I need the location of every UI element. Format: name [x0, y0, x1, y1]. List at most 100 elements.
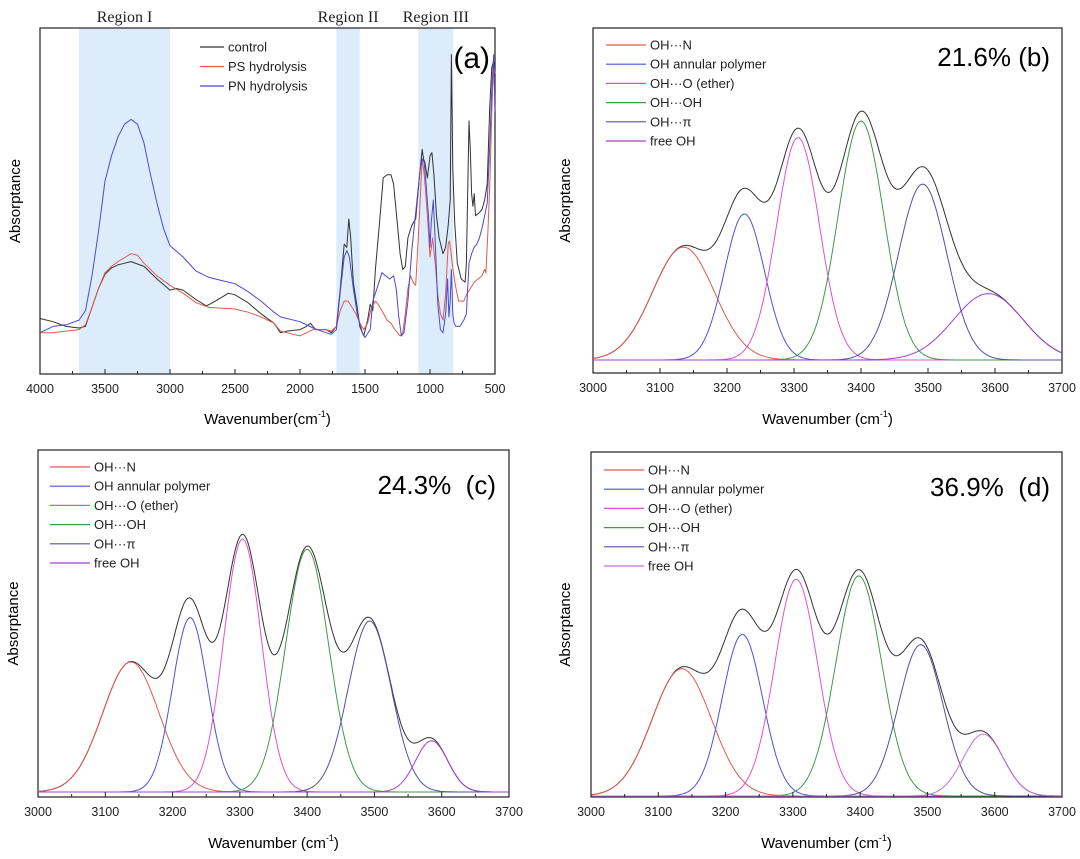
x-axis-label: Wavenumber(cm-1) [204, 409, 331, 428]
legend-item-oh-oh: OH···OH [604, 520, 700, 535]
x-axis-label: Wavenumber (cm-1) [208, 833, 339, 852]
x-tick-label: 3300 [780, 381, 808, 395]
panel-a: Region I Region II Region III 4000 3500 3000… [7, 9, 506, 428]
x-axis-ticks: 3000 3100 3200 3300 3400 3500 3600 3700 [579, 368, 1076, 395]
x-axis-label: Wavenumber (cm-1) [762, 409, 893, 428]
x-axis-ticks: 4000 3500 3000 2500 2000 1500 1000 500 [26, 369, 505, 396]
legend-label: free OH [94, 556, 140, 571]
legend-item-oh: OH···π [604, 539, 689, 554]
legend-label: OH···N [650, 38, 692, 53]
legend-item-oh-n: OH···N [604, 463, 690, 478]
component-line-free-oh [593, 293, 1063, 361]
region-labels: Region I Region II Region III [97, 9, 469, 26]
series-lines [39, 54, 496, 338]
y-axis-label: Absorptance [557, 158, 574, 242]
x-axis-label-text: Wavenumber(cm [204, 411, 318, 428]
x-axis-label-sup: -1 [318, 409, 326, 419]
region-band-region-ii [336, 28, 360, 374]
legend-label: OH···O (ether) [648, 501, 733, 516]
x-axis-label: Wavenumber (cm-1) [761, 833, 892, 852]
component-line-oh-o-ether [591, 578, 1062, 797]
legend-label: OH···OH [650, 95, 702, 110]
x-tick-label: 3600 [428, 805, 456, 819]
legend-item-free-oh: free OH [604, 559, 694, 574]
component-lines [590, 568, 1062, 797]
legend-label: PN hydrolysis [228, 79, 308, 94]
legend-label: OH···π [648, 539, 689, 554]
legend-label: control [228, 40, 267, 55]
legend-label: OH···OH [94, 517, 146, 532]
panel-c: 3000 3100 3200 3300 3400 3500 3600 3700 OH···NO… [5, 449, 523, 852]
legend-label: OH···N [94, 460, 136, 475]
legend-item-oh-o-ether: OH···O (ether) [606, 76, 735, 91]
x-tick-label: 3000 [579, 381, 607, 395]
legend-item-free-oh: free OH [50, 556, 140, 571]
legend-label: OH···O (ether) [650, 76, 735, 91]
x-tick-label: 3600 [981, 381, 1009, 395]
component-line-free-oh [591, 733, 1062, 797]
x-tick-label: 3100 [644, 805, 672, 819]
x-tick-label: 3300 [779, 805, 807, 819]
x-tick-label: 3200 [713, 381, 741, 395]
legend: OH···N OH annular polymer OH···O (ether) OH… [604, 463, 765, 574]
panel-label: 24.3% (c) [378, 470, 497, 500]
x-axis-label-sup: -1 [880, 409, 888, 419]
x-tick-label: 2500 [221, 382, 249, 396]
x-tick-label: 500 [485, 382, 506, 396]
x-tick-label: 3000 [577, 805, 605, 819]
x-axis-label-text: Wavenumber (cm [208, 835, 326, 852]
legend-item-oh-annular-polymer: OH annular polymer [604, 482, 765, 497]
component-line-oh-oh [591, 575, 1062, 797]
legend: control PS hydrolysis PN hydrolysis [200, 40, 308, 94]
panel-label: 36.9% (d) [930, 472, 1050, 502]
component-line-oh [38, 620, 509, 793]
legend-label: OH annular polymer [648, 482, 765, 497]
region-label-region-i: Region I [97, 9, 153, 26]
x-tick-label: 3100 [91, 805, 119, 819]
x-tick-label: 3400 [293, 805, 321, 819]
x-axis-label-close: ) [887, 835, 892, 852]
legend-item-oh-annular-polymer: OH annular polymer [606, 57, 767, 72]
x-tick-label: 3700 [495, 805, 523, 819]
component-line-oh-annular-polymer [593, 213, 1062, 361]
component-line-oh-o-ether [593, 137, 1062, 361]
legend-item-pn-hydrolysis: PN hydrolysis [200, 79, 308, 94]
panel-d: 3000 3100 3200 3300 3400 3500 3600 3700 OH···NO… [557, 451, 1076, 852]
legend-item-oh-o-ether: OH···O (ether) [50, 498, 179, 513]
component-line-oh-n [590, 668, 1062, 797]
legend-label: OH···π [94, 536, 135, 551]
x-tick-label: 4000 [26, 382, 54, 396]
component-line-oh [591, 644, 1062, 797]
x-tick-label: 3200 [712, 805, 740, 819]
x-tick-label: 3700 [1048, 381, 1076, 395]
fit-envelope-line [37, 533, 509, 793]
component-line-oh-annular-polymer [38, 617, 509, 793]
legend-item-oh-n: OH···N [606, 38, 692, 53]
legend-label: OH···N [648, 463, 690, 478]
x-axis-label-text: Wavenumber (cm [761, 835, 879, 852]
panel-label: 21.6% (b) [937, 42, 1050, 72]
region-label-region-ii: Region II [318, 9, 379, 26]
component-line-oh-n [592, 246, 1062, 361]
x-tick-label: 1000 [416, 382, 444, 396]
x-tick-label: 3400 [847, 381, 875, 395]
x-tick-label: 3600 [981, 805, 1009, 819]
y-axis-label: Absorptance [557, 582, 574, 666]
x-tick-label: 1500 [351, 382, 379, 396]
fit-envelope-line [590, 568, 1062, 797]
x-tick-label: 2000 [286, 382, 314, 396]
x-tick-label: 3500 [91, 382, 119, 396]
legend-item-oh: OH···π [606, 114, 691, 129]
panel-b: 3000 3100 3200 3300 3400 3500 3600 3700 OH···NO… [557, 27, 1076, 428]
legend-item-ps-hydrolysis: PS hydrolysis [200, 59, 307, 74]
x-axis-label-text: Wavenumber (cm [762, 411, 880, 428]
x-axis-label-close: ) [326, 411, 331, 428]
x-axis-label-close: ) [334, 835, 339, 852]
x-tick-label: 3500 [914, 381, 942, 395]
x-axis-ticks: 3000 3100 3200 3300 3400 3500 3600 3700 [24, 792, 523, 819]
component-line-free-oh [38, 740, 509, 793]
x-tick-label: 3300 [226, 805, 254, 819]
legend-item-free-oh: free OH [606, 134, 696, 149]
panel-label: (a) [453, 42, 490, 75]
